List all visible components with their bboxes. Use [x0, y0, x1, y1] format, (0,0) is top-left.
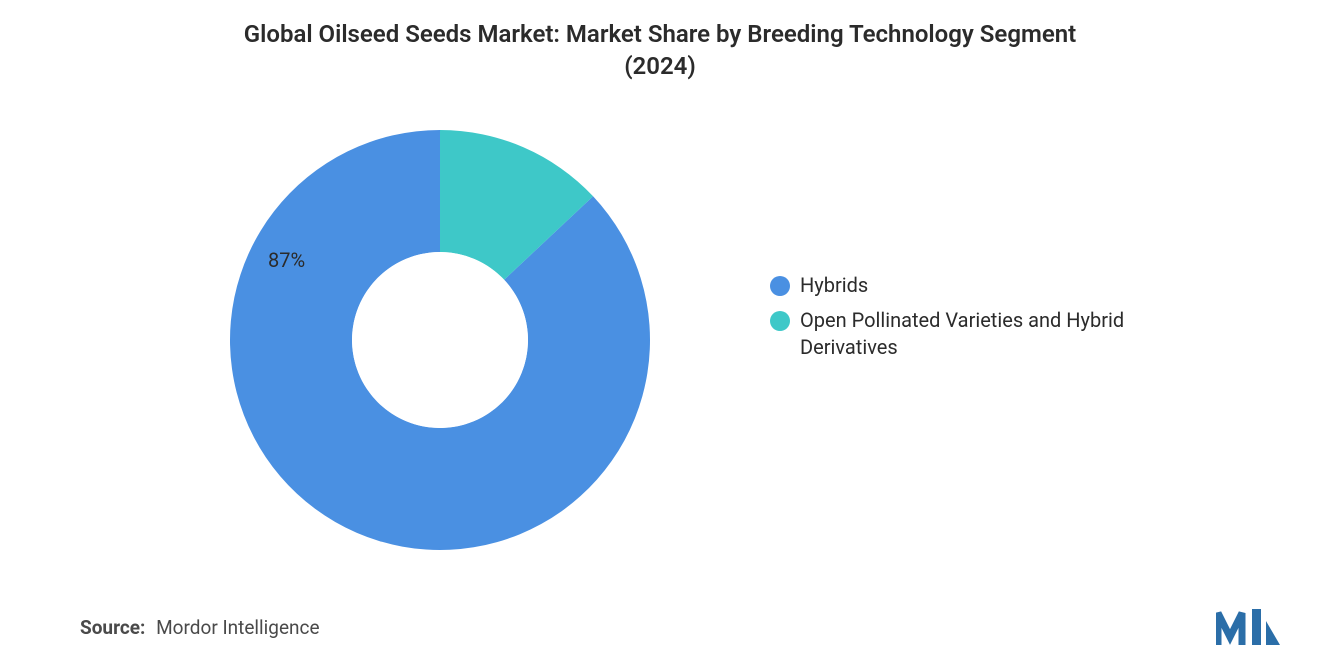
source-text: Mordor Intelligence — [156, 616, 319, 639]
legend-swatch — [770, 276, 790, 296]
legend-label: Open Pollinated Varieties and Hybrid Der… — [800, 307, 1160, 361]
legend-swatch — [770, 311, 790, 331]
donut-hole — [352, 252, 528, 428]
legend-label: Hybrids — [800, 272, 868, 299]
source-attribution: Source: Mordor Intelligence — [80, 616, 320, 639]
legend-item: Hybrids — [770, 272, 1160, 299]
logo-icon — [1218, 609, 1280, 645]
slice-value-label: 87% — [268, 248, 305, 272]
source-prefix: Source: — [80, 616, 145, 639]
legend-item: Open Pollinated Varieties and Hybrid Der… — [770, 307, 1160, 361]
legend: Hybrids Open Pollinated Varieties and Hyb… — [770, 272, 1160, 369]
brand-logo — [1216, 607, 1280, 647]
